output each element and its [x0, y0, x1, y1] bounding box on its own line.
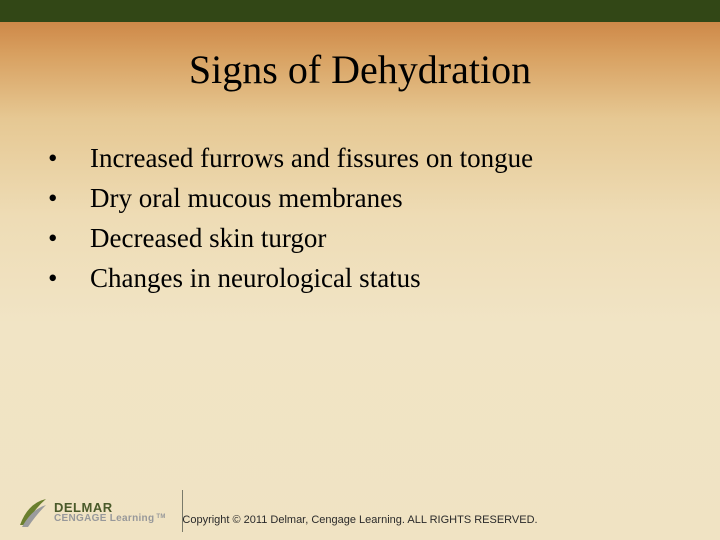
list-item: • Dry oral mucous membranes: [42, 181, 720, 215]
bullet-list: • Increased furrows and fissures on tong…: [0, 141, 720, 295]
list-item: • Increased furrows and fissures on tong…: [42, 141, 720, 175]
bullet-dot: •: [42, 261, 90, 295]
top-accent-bar: [0, 0, 720, 22]
bullet-dot: •: [42, 221, 90, 255]
copyright-text: Copyright © 2011 Delmar, Cengage Learnin…: [0, 514, 720, 526]
footer: DELMAR CENGAGE LearningTM Copyright © 20…: [0, 484, 720, 540]
slide-title: Signs of Dehydration: [0, 46, 720, 93]
bullet-text: Dry oral mucous membranes: [90, 181, 403, 215]
list-item: • Decreased skin turgor: [42, 221, 720, 255]
bullet-dot: •: [42, 141, 90, 175]
bullet-text: Changes in neurological status: [90, 261, 421, 295]
bullet-text: Decreased skin turgor: [90, 221, 326, 255]
bullet-text: Increased furrows and fissures on tongue: [90, 141, 533, 175]
bullet-dot: •: [42, 181, 90, 215]
list-item: • Changes in neurological status: [42, 261, 720, 295]
